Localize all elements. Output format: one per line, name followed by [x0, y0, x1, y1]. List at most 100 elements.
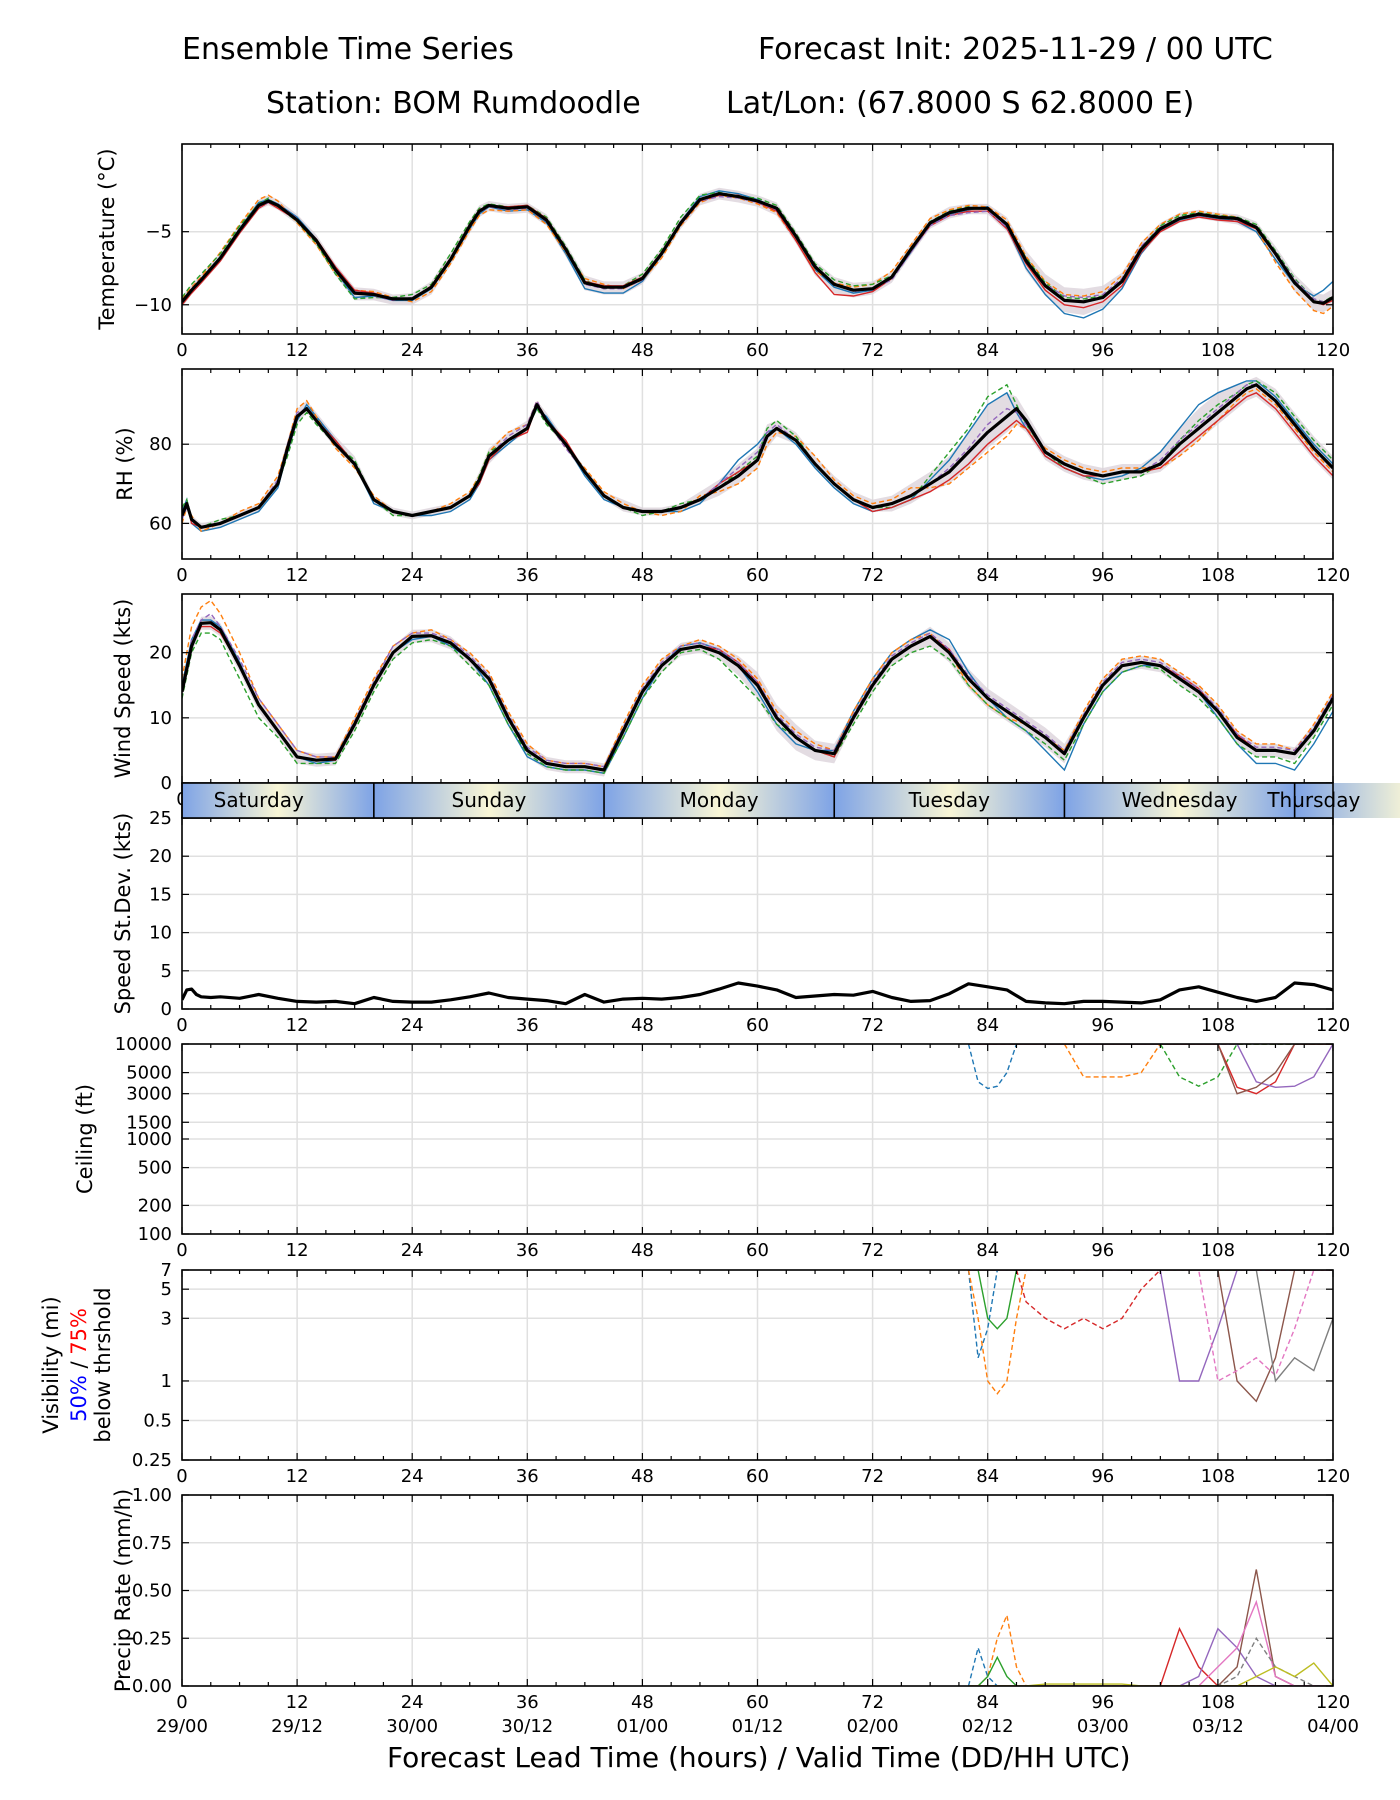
precip_rate-series-7 [968, 1599, 1333, 1686]
ceiling-series-5 [968, 1044, 1333, 1089]
temperature-xtick-label: 84 [976, 340, 999, 361]
precip_rate-xtick-label: 96 [1091, 1692, 1114, 1713]
visibility-xtick-label: 60 [746, 1466, 769, 1487]
speed_stdev-xtick-label: 36 [516, 1015, 539, 1036]
rh-xtick-label: 120 [1316, 565, 1350, 586]
ceiling-ytick-label: 10000 [115, 1034, 172, 1055]
wind_speed-ylabel: Wind Speed (kts) [111, 599, 135, 779]
valid-time-label: 30/00 [386, 1716, 438, 1737]
precip_rate-plot [967, 1569, 1333, 1686]
speed_stdev-plot [182, 981, 1333, 1006]
temperature-plot [182, 187, 1333, 319]
wind_speed-ytick-label: 0 [161, 773, 172, 794]
day-cell-wednesday [1064, 783, 1295, 818]
ceiling-xtick-label: 48 [631, 1240, 654, 1261]
speed_stdev-xtick-label: 0 [176, 1015, 187, 1036]
valid-time-label: 30/12 [501, 1716, 553, 1737]
day-label-sunday: Sunday [452, 788, 527, 812]
rh-ylabel: RH (%) [113, 427, 137, 500]
visibility-xtick-label: 120 [1316, 1466, 1350, 1487]
day-cell-monday [604, 783, 835, 818]
day-cell-thursday [1294, 783, 1400, 818]
rh-xtick-label: 96 [1091, 565, 1114, 586]
vis-75-label: 75% [67, 1308, 91, 1355]
station-name: Station: BOM Rumdoodle [266, 86, 641, 121]
vis-50-label: 50% [67, 1375, 91, 1422]
ceiling-xtick-label: 84 [976, 1240, 999, 1261]
precip_rate-ytick-label: 0.75 [132, 1533, 172, 1554]
valid-time-label: 29/00 [156, 1716, 208, 1737]
visibility-ytick-label: 0.5 [143, 1410, 172, 1431]
chart-title: Ensemble Time Series [182, 32, 514, 67]
visibility-xtick-label: 84 [976, 1466, 999, 1487]
precip_rate-series-2 [968, 1612, 1333, 1686]
ceiling-series-1 [967, 1044, 1333, 1090]
visibility-series-2 [967, 1270, 1333, 1395]
precip_rate-panel: 0 29/00 12 29/12 24 30/00 36 30/12 48 01/00 60 01/1… [111, 1485, 1359, 1737]
visibility-xtick-label: 24 [401, 1466, 424, 1487]
precip_rate-ytick-label: 0.50 [132, 1581, 172, 1602]
rh-series-2 [182, 387, 1333, 533]
day-label-tuesday: Tuesday [908, 788, 991, 812]
rh-xtick-label: 0 [176, 565, 187, 586]
ceiling-ytick-label: 5000 [126, 1063, 172, 1084]
speed_stdev-xtick-label: 120 [1316, 1015, 1350, 1036]
temperature-panel: 0 12 24 36 48 60 72 84 96 108 120 −5 −10 Temperature … [95, 143, 1350, 361]
visibility-series-3 [968, 1270, 1333, 1330]
valid-time-label: 01/12 [732, 1716, 784, 1737]
rh-xtick-label: 72 [861, 565, 884, 586]
ceiling-xtick-label: 12 [286, 1240, 309, 1261]
visibility-ylabel-main: Visibility (mi) [39, 1296, 63, 1433]
precip_rate-series-9 [968, 1662, 1333, 1686]
visibility-xtick-label: 48 [631, 1466, 654, 1487]
day-label-monday: Monday [680, 788, 759, 812]
ceiling-xtick-label: 24 [401, 1240, 424, 1261]
ceiling-ylabel: Ceiling (ft) [73, 1084, 97, 1194]
precip_rate-xtick-label: 48 [631, 1692, 654, 1713]
ceiling-series-6 [968, 1044, 1333, 1095]
precip_rate-xtick-label: 12 [286, 1692, 309, 1713]
temperature-xtick-label: 60 [746, 340, 769, 361]
rh-xtick-label: 60 [746, 565, 769, 586]
speed_stdev-xtick-label: 24 [401, 1015, 424, 1036]
speed_stdev-ytick-label: 10 [149, 923, 172, 944]
speed_stdev-xtick-label: 96 [1091, 1015, 1114, 1036]
visibility-xtick-label: 72 [861, 1466, 884, 1487]
speed_stdev-xtick-label: 72 [861, 1015, 884, 1036]
ceiling-xtick-label: 36 [516, 1240, 539, 1261]
speed_stdev-ytick-label: 0 [161, 999, 172, 1020]
temperature-ylabel: Temperature (°C) [95, 148, 119, 330]
ceiling-xtick-label: 120 [1316, 1240, 1350, 1261]
precip_rate-ytick-label: 0.25 [132, 1628, 172, 1649]
rh-plot [182, 376, 1333, 533]
wind_speed-plot [182, 599, 1333, 777]
precip_rate-ytick-label: 0.00 [132, 1676, 172, 1697]
ceiling-ytick-label: 3000 [126, 1084, 172, 1105]
temperature-xtick-label: 120 [1316, 340, 1350, 361]
visibility-xtick-label: 96 [1091, 1466, 1114, 1487]
temperature-xtick-label: 36 [516, 340, 539, 361]
precip_rate-series-6 [968, 1569, 1333, 1686]
wind_speed-mean-line [182, 621, 1333, 772]
speed_stdev-ytick-label: 20 [149, 846, 172, 867]
precip_rate-ylabel: Precip Rate (mm/h) [111, 1489, 135, 1692]
precip_rate-ytick-label: 1.00 [132, 1485, 172, 1506]
rh-xtick-label: 84 [976, 565, 999, 586]
day-strip: Saturday Sunday Monday Tuesday Wednesday Thur… [181, 782, 1400, 819]
day-cell-saturday [182, 783, 374, 818]
precip_rate-xtick-label: 84 [976, 1692, 999, 1713]
ceiling-xtick-label: 108 [1201, 1240, 1235, 1261]
lat-lon: Lat/Lon: (67.8000 S 62.8000 E) [726, 86, 1195, 121]
visibility-series-4 [968, 1270, 1333, 1330]
valid-time-label: 04/00 [1307, 1716, 1359, 1737]
rh-ytick-label: 60 [149, 513, 172, 534]
valid-time-label: 02/12 [962, 1716, 1014, 1737]
ceiling-plot [967, 1044, 1333, 1095]
day-label-thursday: Thursday [1266, 788, 1360, 812]
vis-sep-label: / [67, 1355, 91, 1375]
day-strip-cells [182, 783, 1400, 818]
wind_speed-series-2 [182, 599, 1333, 768]
rh-xtick-label: 12 [286, 565, 309, 586]
speed_stdev-ylabel: Speed St.Dev. (kts) [111, 813, 135, 1015]
visibility-ytick-label: 7 [161, 1260, 172, 1281]
